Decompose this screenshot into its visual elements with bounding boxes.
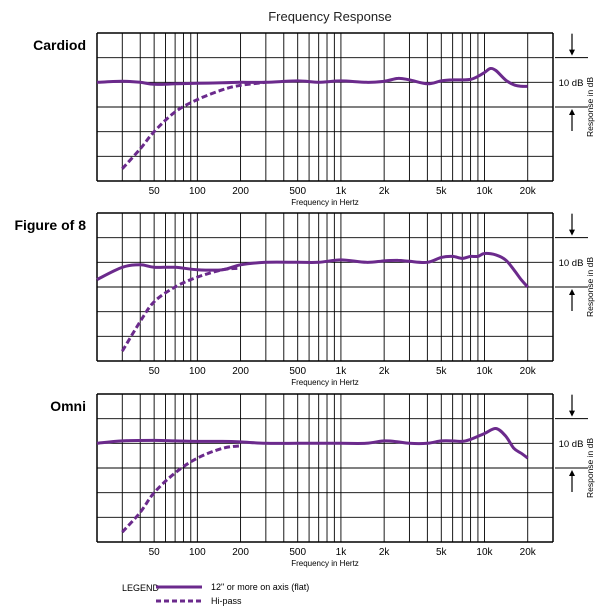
- x-tick-label: 50: [149, 186, 161, 197]
- chart-label: Cardiod: [33, 37, 86, 53]
- x-tick-label: 500: [289, 547, 306, 558]
- x-tick-label: 50: [149, 547, 161, 558]
- x-tick-label: 1k: [336, 366, 348, 377]
- y-axis-label: Response in dB: [585, 257, 595, 317]
- x-tick-label: 5k: [436, 186, 448, 197]
- x-tick-label: 1k: [336, 547, 348, 558]
- x-axis-label: Frequency in Hertz: [291, 198, 359, 207]
- x-tick-label: 50: [149, 366, 161, 377]
- series-line-flat: [96, 66, 528, 88]
- y-axis-label: Response in dB: [585, 77, 595, 137]
- x-tick-label: 100: [189, 366, 206, 377]
- series-line-flat: [96, 426, 529, 460]
- legend-item-hipass: Hi-pass: [211, 596, 242, 606]
- scale-arrow-down-head: [569, 49, 575, 56]
- x-tick-label: 20k: [520, 547, 537, 558]
- scale-marker-label: 10 dB: [559, 439, 584, 450]
- scale-arrow-up-head: [569, 470, 575, 476]
- chart-1: Figure of 8 50 100 200 500 1k 2k 5k 10k 20k Freque…: [14, 212, 595, 387]
- x-tick-label: 200: [232, 547, 249, 558]
- x-tick-label: 200: [232, 186, 249, 197]
- x-tick-label: 10k: [476, 186, 493, 197]
- x-tick-label: 20k: [520, 186, 537, 197]
- x-axis-label: Frequency in Hertz: [291, 559, 359, 568]
- series-line-flat: [96, 251, 529, 289]
- figure-title: Frequency Response: [268, 9, 392, 24]
- chart-0: Cardiod 50 100 200 500 1k 2k 5k 10k 20k Frequency …: [33, 32, 595, 207]
- x-tick-label: 2k: [379, 366, 391, 377]
- series-line-hipass: [121, 266, 241, 352]
- x-tick-label: 100: [189, 186, 206, 197]
- legend-title: LEGEND: [122, 583, 160, 593]
- x-tick-label: 500: [289, 186, 306, 197]
- scale-arrow-down-head: [569, 410, 575, 417]
- x-tick-label: 20k: [520, 366, 537, 377]
- legend: LEGEND 12" or more on axis (flat) Hi-pas…: [122, 582, 309, 606]
- scale-marker-label: 10 dB: [559, 258, 584, 269]
- x-tick-label: 2k: [379, 547, 391, 558]
- x-tick-label: 2k: [379, 186, 391, 197]
- scale-arrow-down-head: [569, 229, 575, 236]
- x-tick-label: 100: [189, 547, 206, 558]
- chart-2: Omni 50 100 200 500 1k 2k 5k 10k 20k Frequency in …: [50, 393, 595, 568]
- x-tick-label: 5k: [436, 547, 448, 558]
- chart-label: Omni: [50, 398, 86, 414]
- y-axis-label: Response in dB: [585, 438, 595, 498]
- x-tick-label: 200: [232, 366, 249, 377]
- scale-marker-label: 10 dB: [559, 78, 584, 89]
- x-tick-label: 10k: [476, 547, 493, 558]
- x-tick-label: 10k: [476, 366, 493, 377]
- series-line-hipass: [121, 80, 267, 170]
- x-tick-label: 500: [289, 366, 306, 377]
- chart-label: Figure of 8: [14, 217, 86, 233]
- x-tick-label: 5k: [436, 366, 448, 377]
- scale-arrow-up-head: [569, 109, 575, 115]
- scale-arrow-up-head: [569, 289, 575, 295]
- x-tick-label: 1k: [336, 186, 348, 197]
- legend-item-flat: 12" or more on axis (flat): [211, 582, 309, 592]
- x-axis-label: Frequency in Hertz: [291, 378, 359, 387]
